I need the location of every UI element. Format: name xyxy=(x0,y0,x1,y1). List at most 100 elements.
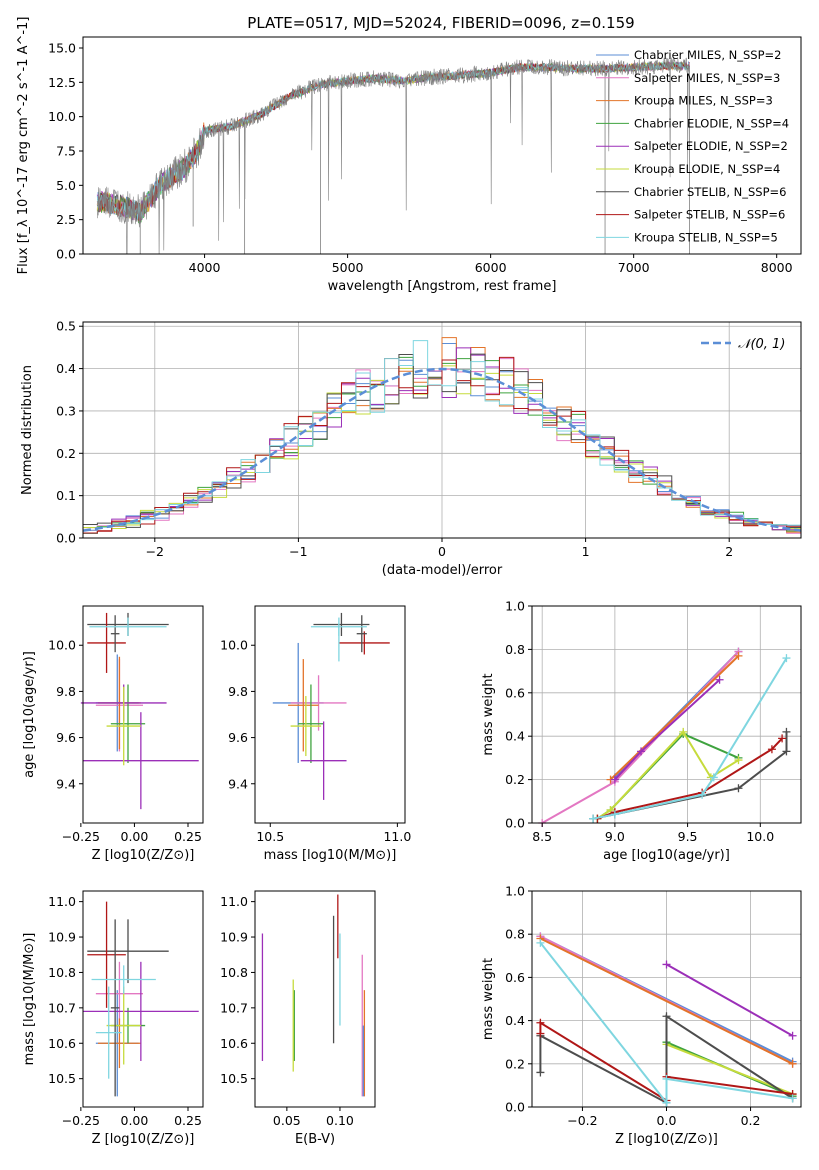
model-spectrum-line xyxy=(96,61,690,225)
y-tick-label: 10.7 xyxy=(220,1000,248,1015)
y-tick-label: 7.5 xyxy=(56,143,76,158)
mass-weight-marker xyxy=(715,675,724,684)
legend-label: Kroupa MILES, N_SSP=3 xyxy=(634,94,773,108)
model-spectrum-line xyxy=(97,60,690,222)
x-tick-label: 0.0 xyxy=(657,1113,677,1128)
x-axis-label: Z [log10(Z/Z⊙)] xyxy=(92,848,195,863)
x-axis-label: Z [log10(Z/Z⊙)] xyxy=(92,1132,195,1147)
y-tick-label: 0.6 xyxy=(505,970,525,985)
x-tick-label: 0.00 xyxy=(121,1113,149,1128)
model-spectrum-line xyxy=(96,60,690,219)
x-tick-label: 0.10 xyxy=(326,1113,354,1128)
mass-weight-marker xyxy=(637,747,646,756)
y-tick-label: 9.8 xyxy=(56,684,76,699)
mass-weight-marker xyxy=(536,1029,545,1038)
mass-weight-marker xyxy=(698,790,707,799)
legend-label: Salpeter STELIB, N_SSP=6 xyxy=(634,208,785,222)
mass-weight-marker xyxy=(662,960,671,969)
y-axis-label: age [log10(age/yr)] xyxy=(22,651,37,778)
x-axis-label: Z [log10(Z/Z⊙)] xyxy=(615,1132,718,1147)
y-tick-label: 0.4 xyxy=(505,1013,525,1028)
x-tick-label: 0.25 xyxy=(174,1113,202,1128)
plot-area xyxy=(538,647,791,827)
x-tick-label: 8000 xyxy=(761,260,793,275)
x-tick-label: −0.25 xyxy=(62,1113,100,1128)
y-tick-label: 0.3 xyxy=(56,403,76,418)
y-tick-label: 1.0 xyxy=(505,884,525,899)
mass-weight-vs-age-panel: 8.5 9.0 9.5 10.0 0.0 0.2 0.4 0.6 0.8 1.0 age [log1… xyxy=(481,599,802,863)
figure-title: PLATE=0517, MJD=52024, FIBERID=0096, z=0… xyxy=(247,14,634,32)
y-tick-label: 0.4 xyxy=(56,361,76,376)
x-tick-label: 9.5 xyxy=(678,829,698,844)
y-axis-label: mass weight xyxy=(481,958,496,1040)
mass-weight-marker xyxy=(589,814,598,823)
y-tick-label: 9.6 xyxy=(56,730,76,745)
mass-weight-marker xyxy=(662,1074,671,1083)
y-axis-label: Flux [f_λ 10^-17 erg cm^-2 s^-1 A^-1] xyxy=(16,17,31,275)
y-tick-label: 0.2 xyxy=(505,772,525,787)
mass-weight-marker xyxy=(788,1094,797,1103)
y-tick-label: 11.0 xyxy=(48,894,76,909)
model-spectrum-line xyxy=(96,61,690,224)
x-tick-label: 7000 xyxy=(618,260,650,275)
axes-frame xyxy=(82,890,204,1108)
y-tick-label: 0.4 xyxy=(505,729,525,744)
y-tick-label: 0.0 xyxy=(505,1100,525,1115)
y-tick-label: 0.0 xyxy=(505,816,525,831)
y-axis-label: mass [log10(M/M⊙)] xyxy=(22,933,37,1066)
mass-weight-line xyxy=(609,655,740,781)
mass-weight-marker xyxy=(767,745,776,754)
y-tick-label: 10.6 xyxy=(220,1036,248,1051)
y-tick-label: 10.9 xyxy=(220,930,248,945)
y-tick-label: 10.0 xyxy=(220,638,248,653)
model-spectrum-line xyxy=(96,60,690,220)
x-tick-label: 0.25 xyxy=(174,829,202,844)
plot-area xyxy=(80,612,199,810)
x-axis-label: (data-model)/error xyxy=(382,563,503,578)
plot-area xyxy=(83,901,199,1097)
mass-weight-marker xyxy=(679,727,688,736)
mass-weight-marker xyxy=(536,1068,545,1077)
x-tick-label: 4000 xyxy=(189,260,221,275)
x-tick-label: 9.0 xyxy=(605,829,625,844)
y-tick-label: 10.0 xyxy=(48,638,76,653)
y-tick-label: 0.6 xyxy=(505,685,525,700)
mass-weight-line xyxy=(539,937,794,1065)
y-tick-label: 10.8 xyxy=(220,965,248,980)
axes-frame xyxy=(254,605,406,824)
legend-label: Chabrier STELIB, N_SSP=6 xyxy=(634,185,786,199)
legend-label: 𝒩(0, 1) xyxy=(738,337,785,352)
x-tick-label: 0.00 xyxy=(121,829,149,844)
x-tick-label: 1 xyxy=(582,544,590,559)
legend-label: Chabrier MILES, N_SSP=2 xyxy=(634,48,781,62)
mass-weight-line xyxy=(666,963,794,1037)
mass-weight-marker xyxy=(662,1098,671,1107)
legend-label: Chabrier ELODIE, N_SSP=4 xyxy=(634,116,789,130)
x-tick-label: 2 xyxy=(725,544,733,559)
age-vs-mass-panel: 10.5 11.0 9.4 9.6 9.8 10.0 mass [log10(M/M⊙)] xyxy=(220,605,411,863)
mass-weight-marker xyxy=(536,1018,545,1027)
plot-area xyxy=(96,57,690,254)
residuals-panel: −2 −1 0 1 2 0.0 0.1 0.2 0.3 0.4 0.5 (data-model)/er… xyxy=(20,319,802,578)
y-tick-label: 9.8 xyxy=(228,684,248,699)
y-tick-label: 0.2 xyxy=(505,1056,525,1071)
mass-vs-ebv-panel: 0.05 0.10 10.5 10.6 10.7 10.8 10.9 11.0 E(B-V) xyxy=(220,890,376,1147)
mass-weight-marker xyxy=(734,651,743,660)
plot-area xyxy=(261,894,366,1097)
axes-frame xyxy=(82,605,204,824)
y-tick-label: 1.0 xyxy=(505,599,525,614)
axes-frame xyxy=(254,890,376,1108)
mass-weight-vs-metallicity-panel: −0.2 0.0 0.2 0.0 0.2 0.4 0.6 0.8 1.0 Z [log10(Z/Z… xyxy=(481,884,802,1147)
mass-weight-line xyxy=(539,942,793,1106)
x-axis-label: mass [log10(M/M⊙)] xyxy=(264,848,397,863)
x-tick-label: 10.0 xyxy=(746,829,774,844)
mass-weight-marker xyxy=(734,784,743,793)
y-tick-label: 0.2 xyxy=(56,446,76,461)
y-axis-label: Normed distribution xyxy=(20,365,35,495)
spectrum-panel: 4000 5000 6000 7000 8000 0.0 2.5 5.0 7.5 10.0 12.5… xyxy=(16,17,802,294)
mass-weight-marker xyxy=(662,1012,671,1021)
mass-weight-marker xyxy=(782,727,791,736)
gaussian-curve xyxy=(82,367,802,532)
x-tick-label: −2 xyxy=(146,544,164,559)
